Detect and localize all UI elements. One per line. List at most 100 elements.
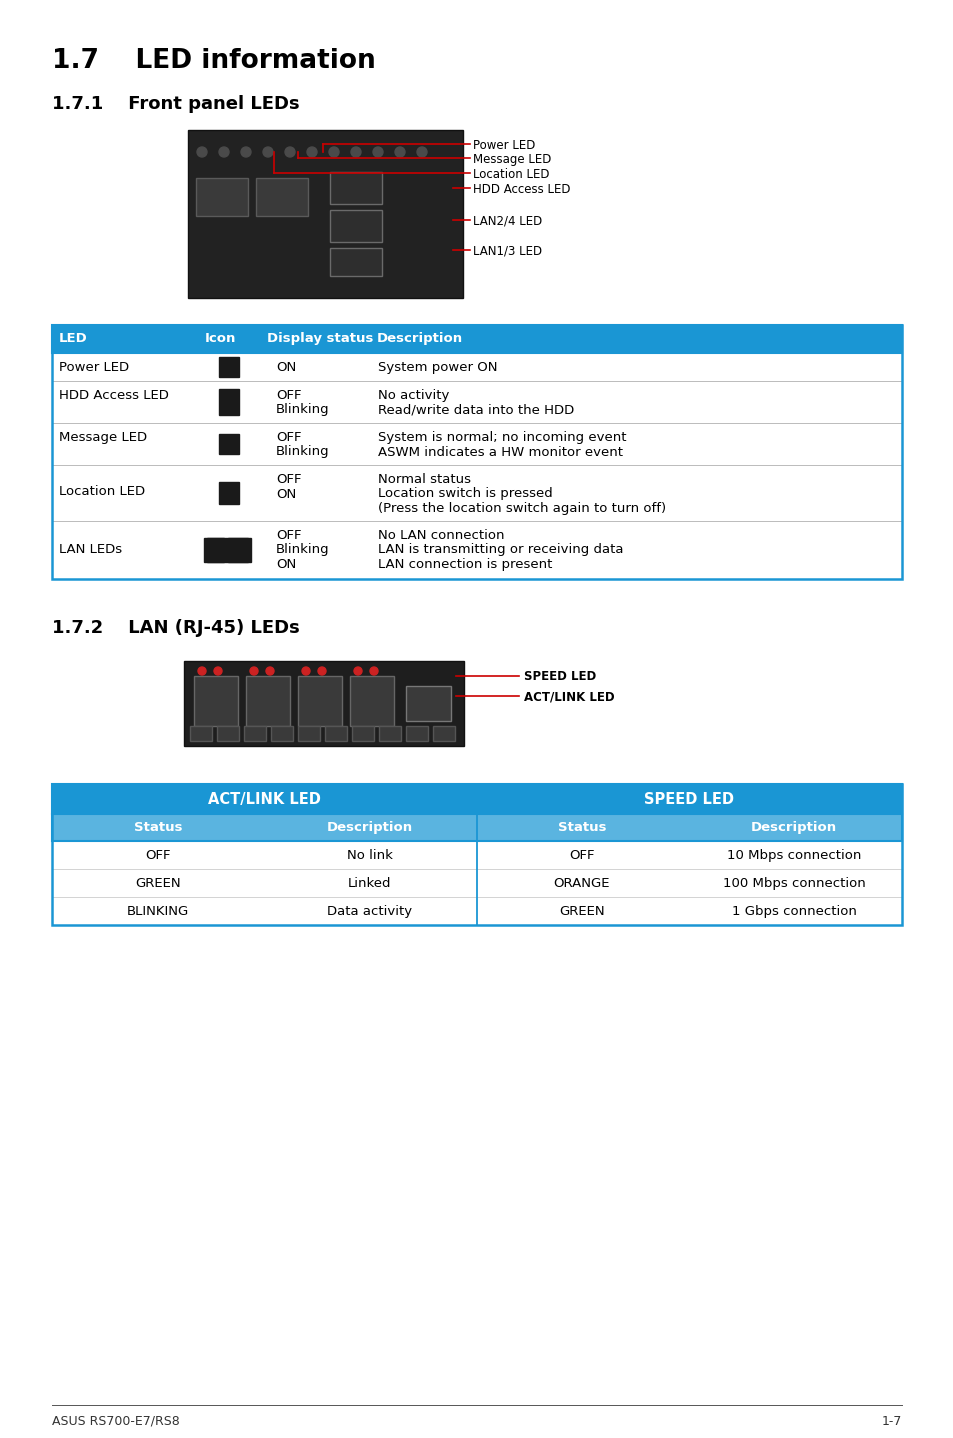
Circle shape: [285, 147, 294, 157]
Circle shape: [250, 667, 257, 674]
Text: HDD Access LED: HDD Access LED: [59, 390, 169, 403]
Text: Read/write data into the HDD: Read/write data into the HDD: [377, 404, 574, 417]
Bar: [330, 173, 381, 204]
Bar: [219, 357, 239, 377]
Text: HDD Access LED: HDD Access LED: [473, 183, 570, 196]
Text: OFF: OFF: [145, 848, 171, 861]
Text: ACT/LINK LED: ACT/LINK LED: [523, 690, 614, 703]
Text: 1-7: 1-7: [881, 1415, 901, 1428]
Circle shape: [213, 667, 222, 674]
Text: OFF: OFF: [569, 848, 594, 861]
Bar: [271, 726, 293, 741]
Text: LAN connection is present: LAN connection is present: [377, 558, 552, 571]
Text: ASWM indicates a HW monitor event: ASWM indicates a HW monitor event: [377, 446, 622, 459]
Text: Data activity: Data activity: [327, 905, 412, 917]
Circle shape: [329, 147, 338, 157]
Text: ASUS RS700-E7/RS8: ASUS RS700-E7/RS8: [52, 1415, 179, 1428]
Text: 10 Mbps connection: 10 Mbps connection: [726, 848, 861, 861]
Text: Normal status: Normal status: [377, 473, 471, 486]
Text: OFF: OFF: [275, 473, 301, 486]
Circle shape: [395, 147, 405, 157]
Text: SPEED LED: SPEED LED: [523, 670, 596, 683]
Bar: [190, 726, 212, 741]
Bar: [204, 538, 224, 562]
Text: Status: Status: [133, 821, 182, 834]
Bar: [52, 352, 901, 381]
Text: Blinking: Blinking: [275, 446, 330, 459]
Bar: [325, 726, 347, 741]
Bar: [52, 841, 901, 869]
Bar: [378, 726, 400, 741]
Bar: [216, 726, 239, 741]
Bar: [52, 381, 901, 423]
Bar: [228, 538, 248, 562]
Text: OFF: OFF: [275, 529, 301, 542]
Bar: [406, 726, 428, 741]
Bar: [297, 676, 341, 726]
Text: BLINKING: BLINKING: [127, 905, 189, 917]
Text: 1.7.2    LAN (RJ-45) LEDs: 1.7.2 LAN (RJ-45) LEDs: [52, 618, 299, 637]
Bar: [52, 869, 901, 897]
Text: ACT/LINK LED: ACT/LINK LED: [208, 792, 320, 807]
Bar: [330, 247, 381, 276]
Text: LED: LED: [59, 332, 88, 345]
Bar: [219, 390, 239, 416]
Text: System power ON: System power ON: [377, 361, 497, 374]
Text: LAN LEDs: LAN LEDs: [59, 544, 122, 557]
Bar: [52, 423, 901, 464]
Bar: [246, 676, 290, 726]
Bar: [350, 676, 394, 726]
Bar: [193, 676, 237, 726]
Text: OFF: OFF: [275, 390, 301, 403]
Circle shape: [219, 147, 229, 157]
Circle shape: [302, 667, 310, 674]
Text: Icon: Icon: [205, 332, 236, 345]
Circle shape: [241, 147, 251, 157]
Bar: [52, 784, 901, 925]
Bar: [52, 897, 901, 925]
Bar: [330, 210, 381, 242]
Circle shape: [373, 147, 382, 157]
Bar: [297, 726, 319, 741]
Text: 1 Gbps connection: 1 Gbps connection: [731, 905, 856, 917]
Text: Power LED: Power LED: [473, 139, 535, 152]
Text: LAN is transmitting or receiving data: LAN is transmitting or receiving data: [377, 544, 623, 557]
Text: Power LED: Power LED: [59, 361, 129, 374]
Bar: [52, 325, 901, 580]
Bar: [52, 521, 901, 580]
Text: ON: ON: [275, 487, 296, 500]
Text: Location LED: Location LED: [59, 485, 145, 498]
Bar: [255, 178, 308, 216]
Bar: [219, 482, 239, 503]
Text: ORANGE: ORANGE: [553, 877, 610, 890]
Circle shape: [351, 147, 360, 157]
Text: OFF: OFF: [275, 431, 301, 444]
Text: Blinking: Blinking: [275, 544, 330, 557]
Text: Display status: Display status: [267, 332, 373, 345]
Text: Status: Status: [558, 821, 605, 834]
Text: Message LED: Message LED: [59, 431, 147, 444]
Text: ON: ON: [275, 558, 296, 571]
Text: GREEN: GREEN: [558, 905, 604, 917]
Text: Linked: Linked: [348, 877, 392, 890]
Text: SPEED LED: SPEED LED: [643, 792, 733, 807]
Bar: [184, 661, 463, 746]
Text: Description: Description: [327, 821, 413, 834]
Circle shape: [317, 667, 326, 674]
Circle shape: [266, 667, 274, 674]
Text: LAN2/4 LED: LAN2/4 LED: [473, 216, 541, 229]
Circle shape: [416, 147, 427, 157]
Text: No link: No link: [347, 848, 393, 861]
Text: No LAN connection: No LAN connection: [377, 529, 504, 542]
Text: Blinking: Blinking: [275, 404, 330, 417]
Circle shape: [196, 147, 207, 157]
Circle shape: [263, 147, 273, 157]
Text: System is normal; no incoming event: System is normal; no incoming event: [377, 431, 626, 444]
Bar: [352, 726, 374, 741]
Circle shape: [307, 147, 316, 157]
Text: Message LED: Message LED: [473, 152, 551, 165]
Text: 1.7.1    Front panel LEDs: 1.7.1 Front panel LEDs: [52, 95, 299, 114]
Text: 1.7    LED information: 1.7 LED information: [52, 47, 375, 73]
Bar: [52, 325, 901, 352]
Text: Description: Description: [750, 821, 836, 834]
